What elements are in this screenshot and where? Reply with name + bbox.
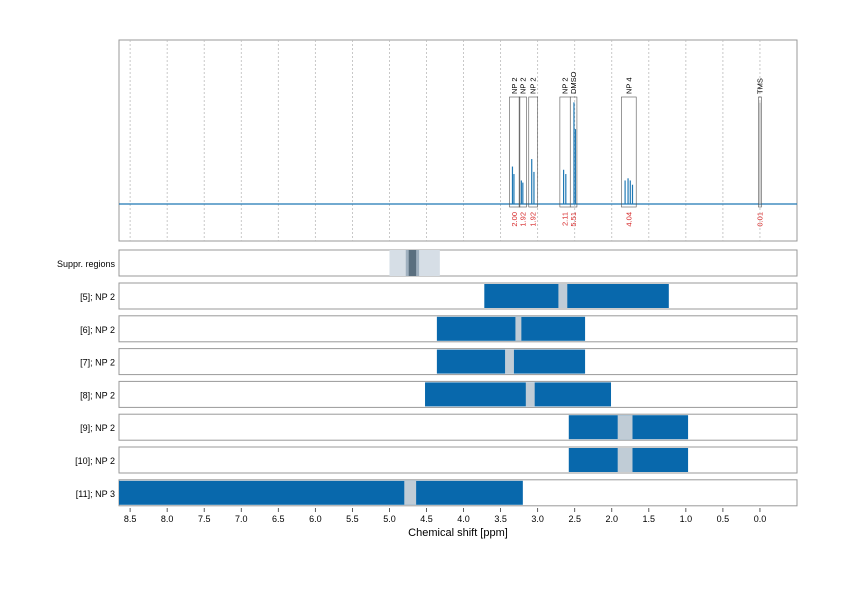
track-region — [425, 382, 612, 407]
integral-value: 1.92 — [529, 212, 538, 227]
track-label: [7]; NP 2 — [80, 358, 115, 368]
x-tick-label: 3.5 — [494, 514, 507, 524]
integral-value: 2.00 — [510, 212, 519, 227]
integral-box — [758, 96, 762, 208]
integral-value: 5.51 — [569, 212, 578, 227]
track-region — [436, 316, 586, 341]
x-tick-label: 7.0 — [235, 514, 248, 524]
x-tick-label: 7.5 — [198, 514, 211, 524]
x-tick-label: 0.0 — [754, 514, 767, 524]
x-tick-label: 2.0 — [605, 514, 618, 524]
x-tick-label: 5.5 — [346, 514, 359, 524]
integral-label: TMS — [755, 78, 764, 94]
track-label: [8]; NP 2 — [80, 390, 115, 400]
integral-box — [528, 96, 538, 208]
x-tick-label: 8.5 — [124, 514, 137, 524]
suppression-frame — [118, 249, 798, 277]
track-region — [119, 480, 523, 505]
x-tick-label: 6.0 — [309, 514, 322, 524]
track-label: [9]; NP 2 — [80, 423, 115, 433]
integral-label: NP 2 — [518, 77, 527, 94]
x-axis-label: Chemical shift [ppm] — [408, 527, 508, 539]
integral-label: DMSO — [569, 71, 578, 94]
track-region — [484, 284, 669, 308]
integral-label: NP 2 — [529, 77, 538, 94]
x-tick-label: 5.0 — [383, 514, 396, 524]
track-marker — [617, 415, 633, 440]
integral-value: 0.01 — [755, 212, 764, 227]
track-label: [5]; NP 2 — [80, 292, 115, 302]
track-label: [11]; NP 3 — [76, 489, 115, 499]
x-tick-label: 1.0 — [680, 514, 693, 524]
integral-label: NP 2 — [561, 77, 570, 94]
integral-value: 4.04 — [624, 212, 633, 227]
suppression-panel: Suppr. regions — [57, 249, 798, 277]
integral-value: 2.11 — [561, 212, 570, 226]
spectrum-panel: NP 2 2.00 NP 2 1.92 NP 2 1.92 NP 2 2.11 DMSO 5.51… — [118, 39, 798, 242]
track-marker — [515, 316, 522, 341]
track-marker — [505, 349, 514, 374]
integral-label: NP 4 — [624, 77, 633, 94]
track-marker — [558, 284, 568, 308]
integral-box — [518, 96, 527, 208]
integral-box — [569, 96, 578, 208]
track-frame — [118, 446, 798, 474]
track-marker — [404, 480, 417, 505]
integral-value: 1.92 — [518, 212, 527, 227]
track-marker — [617, 448, 633, 472]
x-tick-label: 4.0 — [457, 514, 470, 524]
track-marker — [525, 382, 535, 407]
integral-box — [621, 96, 637, 208]
suppression-label: Suppr. regions — [57, 259, 116, 269]
x-tick-label: 6.5 — [272, 514, 285, 524]
track-frame — [118, 413, 798, 441]
region-tracks: [5]; NP 2 [6]; NP 2 [7]; NP 2 [8]; NP 2 [9];… — [75, 282, 798, 507]
x-tick-label: 2.5 — [568, 514, 581, 524]
integral-box — [509, 96, 521, 208]
spectrum-frame — [118, 39, 798, 242]
track-label: [10]; NP 2 — [75, 456, 115, 466]
track-frame — [118, 282, 798, 310]
track-label: [6]; NP 2 — [80, 325, 115, 335]
x-tick-label: 8.0 — [161, 514, 174, 524]
x-tick-label: 4.5 — [420, 514, 433, 524]
x-tick-label: 1.5 — [643, 514, 656, 524]
x-axis: 8.5 8.0 7.5 7.0 6.5 6.0 5.5 5.0 4.5 4.0 3.5 3.0 2.5 2… — [124, 508, 766, 524]
x-tick-label: 3.0 — [531, 514, 544, 524]
x-tick-label: 0.5 — [717, 514, 730, 524]
integral-label: NP 2 — [510, 77, 519, 94]
suppression-region-dark — [408, 250, 417, 276]
